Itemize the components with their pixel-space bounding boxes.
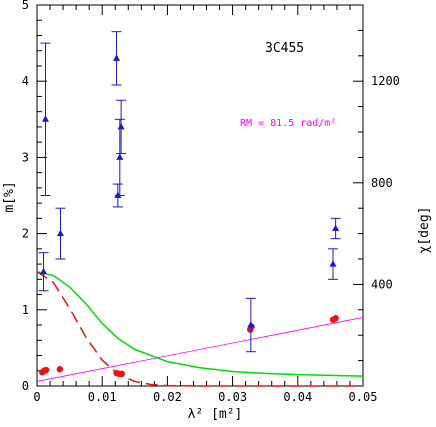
y-right-tick-label: 800 [371, 176, 393, 190]
angle-point [41, 115, 49, 122]
polarization-point [118, 370, 125, 378]
polarization-point [42, 366, 50, 374]
curves [36, 270, 364, 387]
angle-point [116, 153, 124, 160]
angle-point [56, 229, 64, 237]
x-tick-label: 0 [33, 390, 40, 404]
rm-label: RM = 81.5 rad/m² [240, 118, 336, 129]
y-left-tick-label: 3 [22, 150, 29, 164]
angle-point [114, 191, 122, 198]
angle-point [117, 122, 125, 130]
axes: 0 0.01 0.02 0.03 0.04 0.05 0 1 2 3 4 5 400 800 1200 [22, 0, 400, 404]
plot-frame [36, 4, 364, 387]
y-left-tick-label: 0 [22, 379, 29, 393]
y-left-tick-label: 5 [22, 0, 29, 12]
markers [38, 31, 341, 378]
polarization-point [56, 366, 64, 373]
dashed-curve [36, 271, 363, 387]
angle-point [329, 260, 337, 267]
y-left-tick-label: 2 [22, 227, 29, 241]
x-tick-label: 0.04 [283, 390, 312, 404]
x-tick-label: 0.03 [218, 390, 247, 404]
angle-point [113, 54, 121, 61]
x-tick-label: 0.01 [88, 390, 117, 404]
y-right-axis-label: χ[deg] [417, 207, 432, 254]
x-axis-label: λ² [m²] [188, 407, 243, 422]
angle-point [40, 267, 48, 275]
polarization-point [332, 314, 339, 322]
rm-fit-line [36, 317, 364, 382]
angle-point [247, 321, 255, 328]
x-tick-label: 0.05 [349, 390, 378, 404]
y-left-tick-label: 4 [22, 74, 29, 88]
y-right-tick-label: 400 [371, 277, 393, 291]
y-left-axis-label: m[%] [2, 181, 17, 212]
angle-point [332, 224, 340, 232]
y-right-tick-label: 1200 [371, 74, 400, 88]
x-tick-label: 0.02 [153, 390, 182, 404]
solid-curve [36, 270, 364, 377]
y-left-tick-label: 1 [22, 303, 29, 317]
source-label: 3C455 [265, 41, 304, 56]
